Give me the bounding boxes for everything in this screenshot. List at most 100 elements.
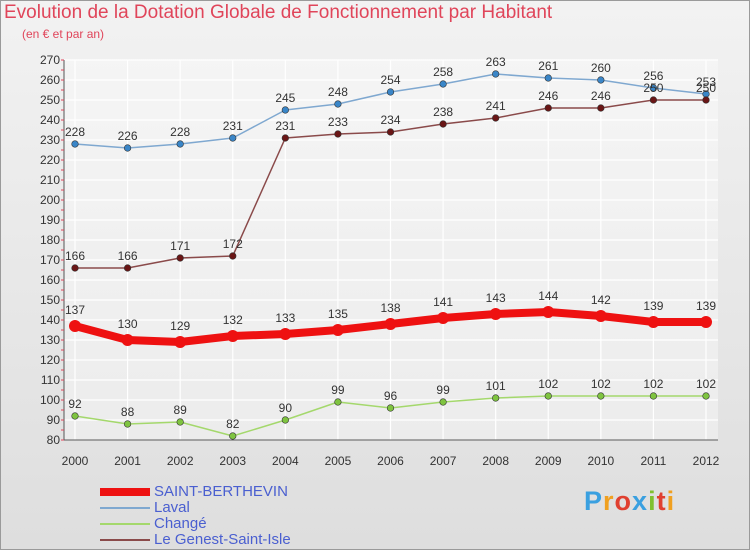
data-label: 258 <box>433 65 453 79</box>
data-point <box>544 74 552 82</box>
data-label: 89 <box>173 403 187 417</box>
data-point <box>334 398 342 406</box>
data-label: 101 <box>486 379 506 393</box>
data-point <box>226 330 239 342</box>
data-label: 231 <box>275 119 295 133</box>
data-point <box>176 140 184 148</box>
y-tick-label: 170 <box>40 253 60 267</box>
y-tick-label: 120 <box>40 353 60 367</box>
data-label: 143 <box>486 291 506 305</box>
data-label: 241 <box>486 99 506 113</box>
y-tick-label: 180 <box>40 233 60 247</box>
y-tick-label: 90 <box>47 413 61 427</box>
data-labels: 137 130 129 132 133 135 138 141 143 144 142 139 139 2… <box>65 55 716 431</box>
data-point <box>123 420 132 428</box>
x-tick-label: 2011 <box>641 454 667 468</box>
data-label: 238 <box>433 105 453 119</box>
data-point <box>123 144 132 152</box>
data-label: 92 <box>68 397 82 411</box>
logo-letter: r <box>603 486 615 516</box>
data-label: 99 <box>436 383 450 397</box>
data-label: 132 <box>223 313 243 327</box>
data-label: 231 <box>223 119 243 133</box>
data-label: 142 <box>591 293 611 307</box>
data-point <box>439 80 447 88</box>
data-label: 130 <box>118 317 138 331</box>
data-point <box>647 316 660 328</box>
y-tick-label: 190 <box>40 213 60 227</box>
data-point <box>544 104 552 112</box>
data-label: 138 <box>380 301 400 315</box>
chart-subtitle: (en € et par an) <box>22 27 105 41</box>
y-tick-label: 250 <box>40 93 60 107</box>
data-label: 166 <box>118 249 138 263</box>
x-tick-label: 2006 <box>377 454 404 468</box>
data-point <box>492 70 500 78</box>
data-label: 96 <box>384 389 398 403</box>
y-tick-label: 80 <box>47 433 61 447</box>
legend-swatch <box>100 507 150 509</box>
data-point <box>71 140 79 148</box>
data-label: 254 <box>380 73 400 87</box>
data-label: 233 <box>328 115 348 129</box>
legend-swatch <box>100 488 150 496</box>
data-point <box>597 76 605 84</box>
legend-label: Le Genest-Saint-Isle <box>154 531 291 548</box>
logo-letter: o <box>614 486 633 516</box>
data-point <box>702 392 710 400</box>
data-point <box>229 134 237 142</box>
series-lines <box>69 70 712 440</box>
data-label: 172 <box>223 237 243 251</box>
data-label: 246 <box>591 89 611 103</box>
x-tick-label: 2009 <box>535 454 562 468</box>
data-label: 133 <box>275 311 295 325</box>
data-point <box>542 306 555 318</box>
data-point <box>174 336 187 348</box>
legend-swatch <box>100 523 150 525</box>
data-point <box>121 334 134 346</box>
x-tick-label: 2001 <box>114 454 141 468</box>
data-label: 256 <box>643 69 663 83</box>
data-point <box>702 96 710 104</box>
x-tick-label: 2002 <box>167 454 194 468</box>
x-tick-label: 2004 <box>272 454 299 468</box>
data-point <box>281 134 289 142</box>
y-tick-label: 220 <box>40 153 60 167</box>
data-point <box>544 392 552 400</box>
data-label: 250 <box>696 81 716 95</box>
data-point <box>439 120 447 128</box>
x-tick-label: 2008 <box>482 454 509 468</box>
x-tick-label: 2010 <box>587 454 614 468</box>
data-label: 102 <box>696 377 716 391</box>
legend-label: SAINT-BERTHEVIN <box>154 483 288 500</box>
x-tick-label: 2000 <box>62 454 89 468</box>
data-label: 139 <box>696 299 716 313</box>
data-label: 99 <box>331 383 345 397</box>
data-label: 141 <box>433 295 453 309</box>
data-point <box>281 416 289 424</box>
data-label: 226 <box>118 129 138 143</box>
data-label: 261 <box>538 59 558 73</box>
data-label: 245 <box>275 91 295 105</box>
data-point <box>331 324 344 336</box>
data-point <box>649 392 658 400</box>
logo-letter: i <box>648 486 657 516</box>
data-label: 253 <box>696 75 716 89</box>
data-point <box>384 318 397 330</box>
y-tick-label: 150 <box>40 293 60 307</box>
data-point <box>71 412 79 420</box>
data-point <box>334 130 342 138</box>
y-tick-label: 260 <box>40 73 60 87</box>
y-tick-label: 230 <box>40 133 60 147</box>
logo-letter: P <box>584 486 604 516</box>
data-label: 135 <box>328 307 348 321</box>
data-label: 248 <box>328 85 348 99</box>
logo-letter: x <box>632 486 649 516</box>
y-tick-label: 140 <box>40 313 60 327</box>
data-label: 166 <box>65 249 85 263</box>
x-tick-label: 2005 <box>325 454 352 468</box>
data-label: 102 <box>538 377 558 391</box>
logo-letter: t <box>656 486 667 516</box>
data-point <box>386 128 395 136</box>
